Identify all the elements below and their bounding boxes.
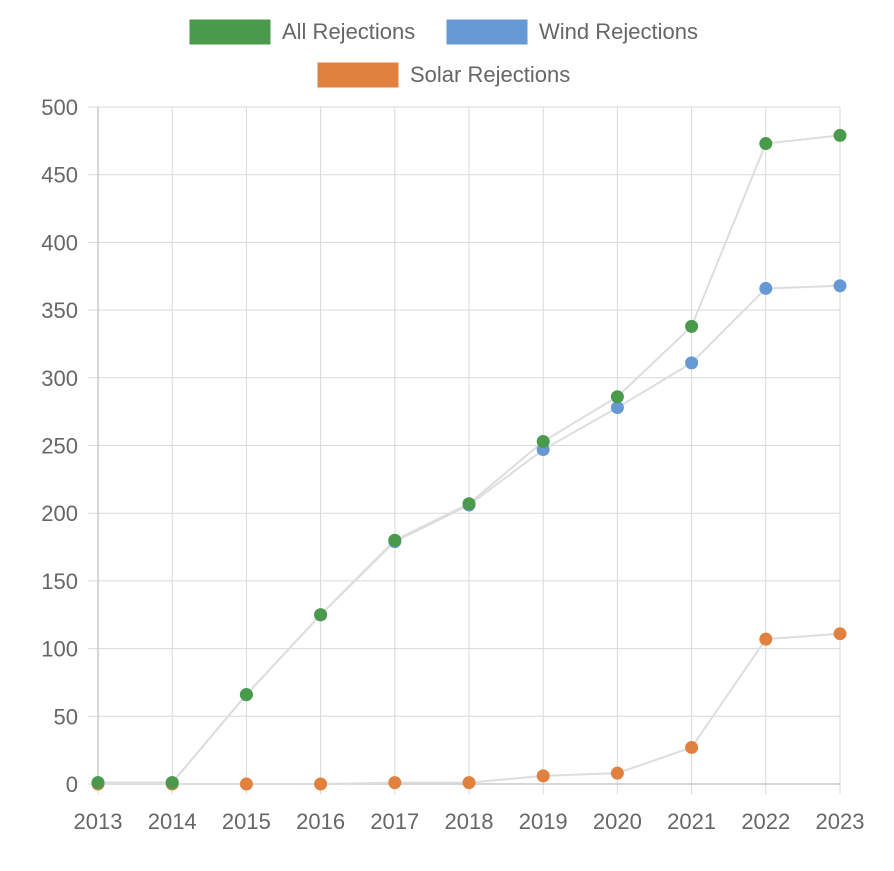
data-point-all-rejections[interactable]: [685, 319, 699, 333]
x-tick-label: 2021: [667, 809, 716, 834]
legend-label: Wind Rejections: [539, 19, 698, 44]
legend-item-all-rejections[interactable]: All Rejections: [189, 19, 415, 45]
y-tick-label: 350: [41, 298, 78, 323]
data-point-wind-rejections[interactable]: [685, 356, 699, 370]
legend: All Rejections Wind Rejections Solar Rejec…: [189, 19, 698, 88]
data-point-solar-rejections[interactable]: [833, 627, 847, 641]
data-point-all-rejections[interactable]: [91, 776, 105, 790]
data-point-wind-rejections[interactable]: [833, 279, 847, 293]
y-tick-label: 50: [54, 704, 78, 729]
legend-item-wind-rejections[interactable]: Wind Rejections: [446, 19, 698, 45]
data-point-all-rejections[interactable]: [314, 608, 328, 622]
x-tick-label: 2022: [741, 809, 790, 834]
y-tick-label: 100: [41, 637, 78, 662]
y-tick-label: 150: [41, 569, 78, 594]
data-point-all-rejections[interactable]: [388, 533, 402, 547]
data-point-all-rejections[interactable]: [462, 497, 476, 511]
data-point-all-rejections[interactable]: [610, 390, 624, 404]
data-point-wind-rejections[interactable]: [759, 281, 773, 295]
x-tick-label: 2023: [816, 809, 865, 834]
axes: 0 50 100 150 200 250 300 350 400 450 500 2013 2014 20…: [41, 95, 864, 834]
y-tick-label: 450: [41, 163, 78, 188]
data-point-solar-rejections[interactable]: [610, 766, 624, 780]
data-point-all-rejections[interactable]: [833, 128, 847, 142]
y-tick-label: 0: [66, 772, 78, 797]
data-point-wind-rejections[interactable]: [610, 401, 624, 415]
x-tick-label: 2017: [370, 809, 419, 834]
legend-swatch: [189, 19, 271, 45]
x-tick-label: 2015: [222, 809, 271, 834]
data-point-solar-rejections[interactable]: [536, 769, 550, 783]
x-tick-label: 2014: [148, 809, 197, 834]
x-tick-label: 2020: [593, 809, 642, 834]
y-tick-label: 400: [41, 230, 78, 255]
legend-swatch: [446, 19, 528, 45]
legend-label: All Rejections: [282, 19, 415, 44]
data-point-all-rejections[interactable]: [759, 137, 773, 151]
x-tick-label: 2016: [296, 809, 345, 834]
data-point-solar-rejections[interactable]: [388, 776, 402, 790]
x-tick-label: 2013: [74, 809, 123, 834]
y-tick-label: 500: [41, 95, 78, 120]
data-point-solar-rejections[interactable]: [759, 632, 773, 646]
data-point-all-rejections[interactable]: [165, 776, 179, 790]
data-point-all-rejections[interactable]: [536, 434, 550, 448]
y-tick-label: 200: [41, 501, 78, 526]
data-point-solar-rejections[interactable]: [239, 777, 253, 791]
data-point-solar-rejections[interactable]: [685, 740, 699, 754]
x-tick-label: 2019: [519, 809, 568, 834]
y-tick-label: 250: [41, 434, 78, 459]
y-tick-label: 300: [41, 366, 78, 391]
series-points: [91, 128, 847, 791]
x-tick-label: 2018: [445, 809, 494, 834]
legend-label: Solar Rejections: [410, 62, 570, 87]
data-point-solar-rejections[interactable]: [314, 777, 328, 791]
gridlines: [88, 106, 841, 794]
data-point-solar-rejections[interactable]: [462, 776, 476, 790]
data-point-all-rejections[interactable]: [239, 688, 253, 702]
legend-item-solar-rejections[interactable]: Solar Rejections: [317, 62, 570, 88]
legend-swatch: [317, 62, 399, 88]
